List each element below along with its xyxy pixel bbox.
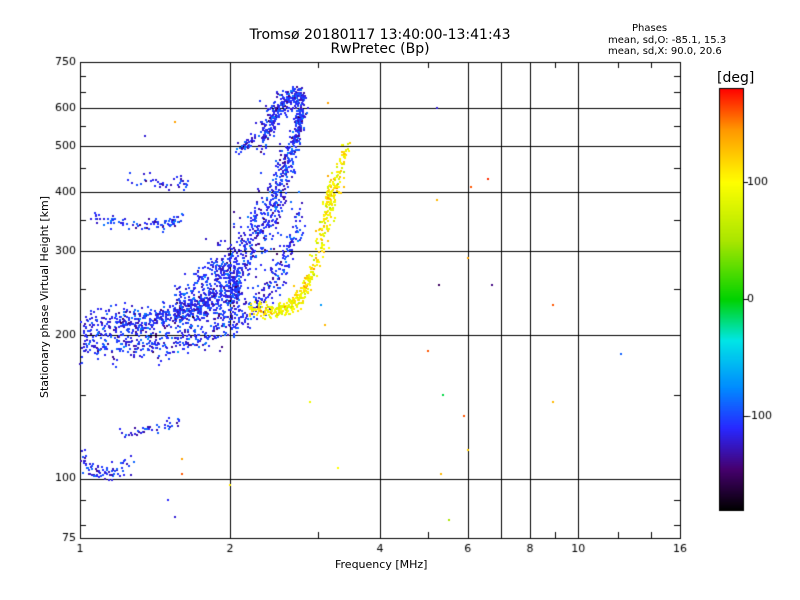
x-axis-label: Frequency [MHz] — [335, 558, 428, 571]
chart-title-line2: RwPretec (Bp) — [330, 41, 430, 57]
chart-title-line1: Tromsø 20180117 13:40:00-13:41:43 — [249, 27, 511, 43]
phases-o-mode: mean, sd,O: -85.1, 15.3 — [608, 35, 727, 46]
phases-x-mode: mean, sd,X: 90.0, 20.6 — [608, 46, 722, 57]
colorbar-unit: [deg] — [717, 70, 755, 86]
y-axis-label: Stationary phase Virtual Height [km] — [38, 195, 51, 398]
phases-heading: Phases — [632, 23, 668, 34]
